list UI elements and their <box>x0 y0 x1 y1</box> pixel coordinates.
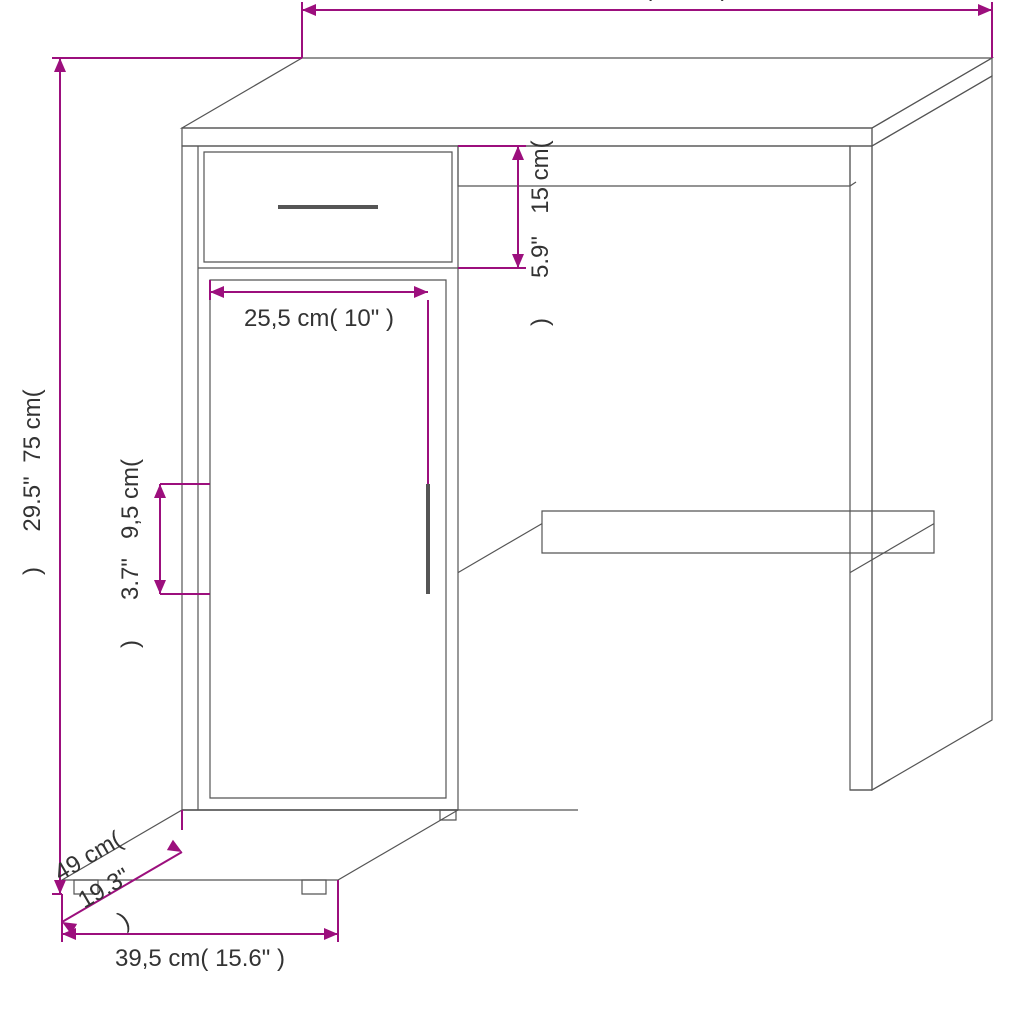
dim-label-width: 100 cm( 39.4" ) <box>565 0 728 2</box>
dim-label-height-in: 29.5" <box>19 476 46 531</box>
dim-label-handle-in: 3.7" <box>117 558 144 600</box>
dim-label-door-width: 25,5 cm( 10" ) <box>244 305 394 332</box>
dim-label-height-cm: 75 cm( <box>19 389 46 462</box>
dim-label-handle-cm: 9,5 cm( <box>117 459 144 539</box>
dim-label-drawer-in: 5.9" <box>527 236 554 278</box>
svg-text:): ) <box>19 567 46 575</box>
svg-text:): ) <box>114 907 135 934</box>
dimension-diagram: 100 cm( 39.4" )75 cm(29.5")49 cm(19.3")3… <box>0 0 1024 1024</box>
svg-text:): ) <box>117 640 144 648</box>
svg-text:): ) <box>527 318 554 326</box>
dim-label-cab-width: 39,5 cm( 15.6" ) <box>115 945 285 972</box>
dim-label-drawer-cm: 15 cm( <box>527 140 554 213</box>
dimension-lines <box>52 2 992 942</box>
